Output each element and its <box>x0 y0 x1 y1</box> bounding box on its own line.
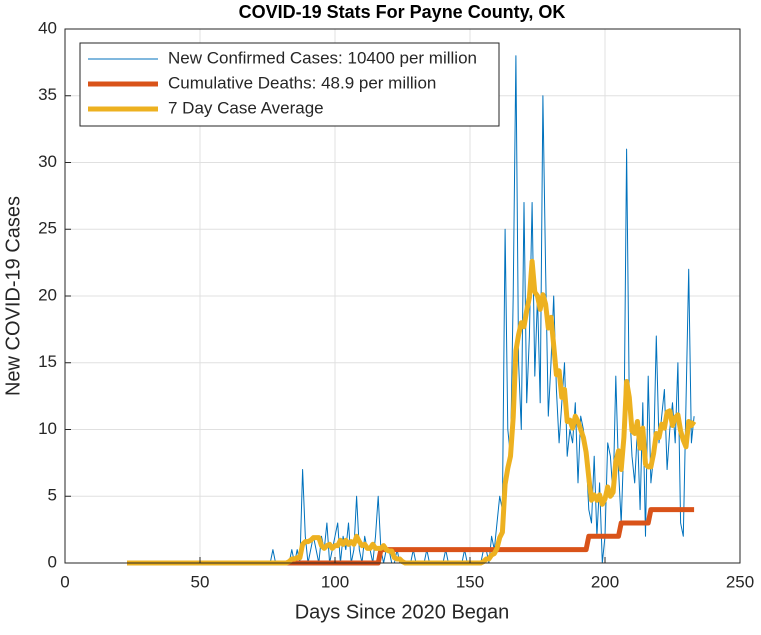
x-tick-label: 150 <box>456 572 484 591</box>
x-tick-label: 200 <box>591 572 619 591</box>
y-tick-label: 20 <box>38 285 57 304</box>
legend-label: Cumulative Deaths: 48.9 per million <box>168 73 436 92</box>
x-tick-label: 0 <box>60 572 69 591</box>
y-tick-label: 40 <box>38 18 57 37</box>
y-tick-label: 0 <box>48 552 57 571</box>
y-tick-label: 35 <box>38 85 57 104</box>
legend-label: New Confirmed Cases: 10400 per million <box>168 48 477 67</box>
y-tick-label: 15 <box>38 352 57 371</box>
x-axis-label: Days Since 2020 Began <box>295 601 510 623</box>
legend-label: 7 Day Case Average <box>168 98 324 117</box>
x-tick-label: 100 <box>321 572 349 591</box>
y-tick-label: 10 <box>38 419 57 438</box>
y-tick-label: 5 <box>48 486 57 505</box>
x-tick-label: 250 <box>726 572 754 591</box>
x-tick-label: 50 <box>191 572 210 591</box>
chart-title: COVID-19 Stats For Payne County, OK <box>239 2 566 22</box>
legend: New Confirmed Cases: 10400 per million Cu… <box>79 42 500 127</box>
y-tick-label: 25 <box>38 219 57 238</box>
y-axis-label: New COVID-19 Cases <box>2 196 24 396</box>
y-tick-label: 30 <box>38 152 57 171</box>
